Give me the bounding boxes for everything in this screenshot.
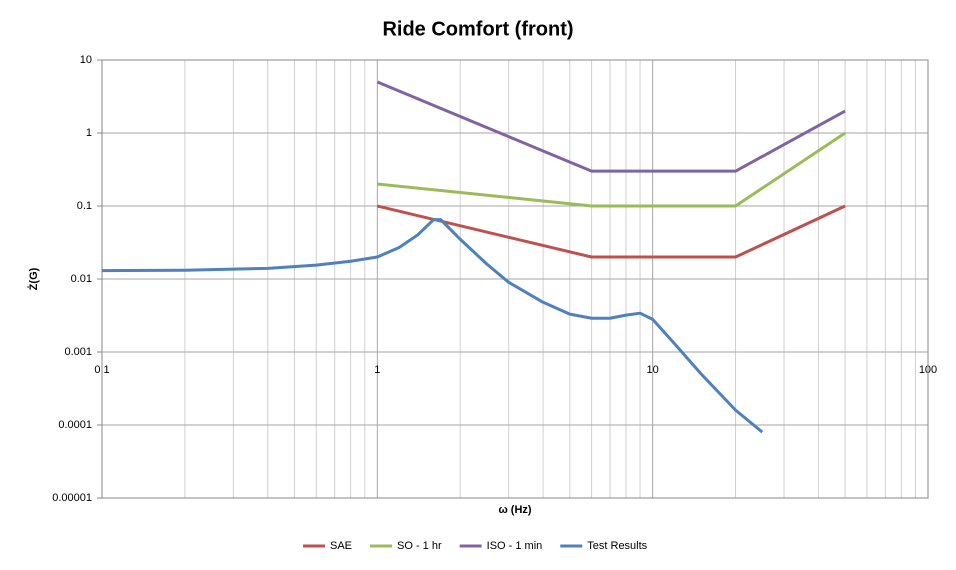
y-tick-label: 10 bbox=[80, 54, 92, 66]
chart-title: Ride Comfort (front) bbox=[382, 18, 573, 40]
series-line bbox=[101, 218, 764, 434]
legend-label: Test Results bbox=[587, 540, 647, 552]
x-tick-label: 1 bbox=[374, 364, 380, 376]
y-tick-label: 0.1 bbox=[77, 200, 92, 212]
series-line bbox=[376, 204, 846, 259]
y-tick-label: 0.00001 bbox=[52, 492, 92, 504]
y-tick-label: 1 bbox=[86, 127, 92, 139]
x-axis-label: ω (Hz) bbox=[498, 504, 531, 516]
y-tick-label: 0.001 bbox=[64, 346, 92, 358]
y-tick-label: 0.0001 bbox=[58, 419, 92, 431]
y-axis-label: Ż(G) bbox=[27, 267, 40, 290]
y-tick-label: 0.01 bbox=[71, 273, 92, 285]
legend-label: SAE bbox=[330, 540, 352, 552]
legend-label: ISO - 1 min bbox=[487, 540, 543, 552]
series-line bbox=[377, 131, 846, 208]
series-line bbox=[376, 80, 846, 173]
x-tick-label: 10 bbox=[647, 364, 659, 376]
plot-border bbox=[101, 59, 929, 499]
legend-label: SO - 1 hr bbox=[397, 540, 442, 552]
